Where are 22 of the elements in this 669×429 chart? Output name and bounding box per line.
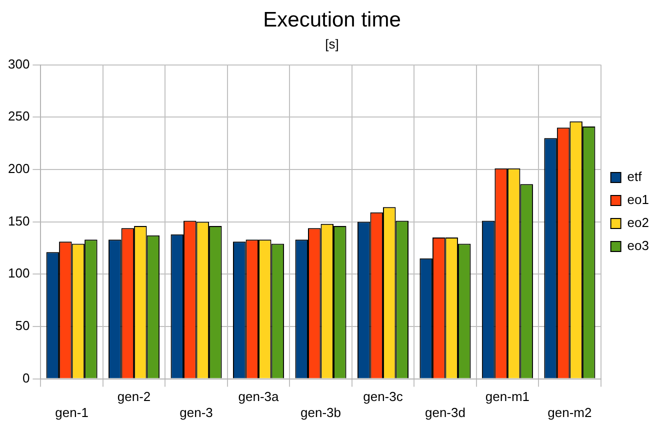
x-tick-label: gen-2 <box>117 389 151 404</box>
x-tick-label: gen-1 <box>55 404 88 420</box>
y-tick-label: 150 <box>8 213 30 228</box>
x-tick-label: gen-3d <box>424 404 466 420</box>
legend-label: eo3 <box>627 238 650 254</box>
y-tick-label: 100 <box>8 266 30 281</box>
legend-label: eo2 <box>627 215 650 230</box>
legend-label: etf <box>627 169 642 184</box>
x-tick-label: gen-m1 <box>485 389 530 404</box>
legend-label: eo1 <box>627 192 650 208</box>
x-tick-label: gen-3b <box>300 404 341 420</box>
y-tick-label: 0 <box>22 370 30 386</box>
y-tick-label: 300 <box>8 56 30 72</box>
x-tick-label: gen-3c <box>363 389 404 404</box>
y-tick-label: 200 <box>8 161 30 176</box>
x-tick-label: gen-3 <box>180 404 213 420</box>
chart-title: Execution time <box>263 8 401 32</box>
chart-subtitle: [s] <box>325 36 339 52</box>
x-tick-label: gen-3a <box>238 389 280 404</box>
y-tick-label: 250 <box>8 108 30 124</box>
y-tick-label: 50 <box>15 318 30 334</box>
x-tick-label: gen-m2 <box>548 404 592 420</box>
